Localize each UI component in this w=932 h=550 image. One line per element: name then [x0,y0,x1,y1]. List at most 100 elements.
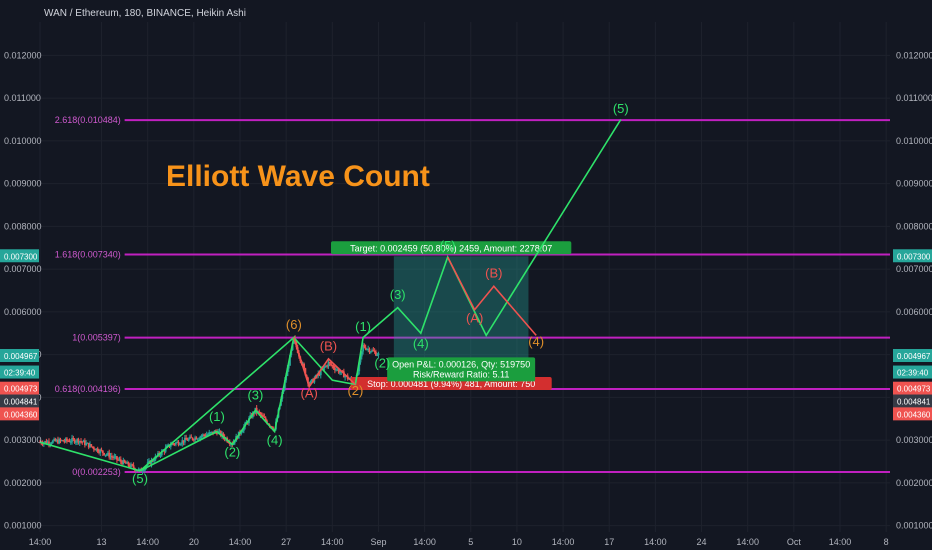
candle-body [85,443,88,446]
candle-body [74,441,77,443]
candle-body [44,441,47,443]
x-tick-label: 8 [884,537,889,547]
candle-body [310,379,313,382]
candle-body [271,426,273,429]
candle-body [139,468,141,470]
position-profit-zone[interactable] [393,256,529,362]
wave-label: (5) [613,101,629,116]
candle-body [335,369,338,371]
candle-body [221,433,223,436]
position-tool[interactable]: Target: 0.002459 (50.80%) 2459, Amount: … [331,241,572,390]
wave-label: (A) [466,311,483,326]
candle-body [210,431,213,433]
candle-body [123,460,126,463]
candle-body [105,454,108,456]
y-tick-label-left: 0.001000 [4,521,42,531]
wave-label: (4) [413,336,429,351]
price-tag-box-left [0,381,39,395]
grid [39,22,890,532]
candle-body [119,459,122,462]
candle-body [303,363,306,369]
y-tick-label-left: 0.003000 [4,435,42,445]
wave-label: (2) [224,444,240,459]
candle-body [71,438,73,442]
y-tick-label-left: 0.008000 [4,221,42,231]
wave-label: (A) [301,385,318,400]
candle-body [128,465,131,468]
candle-body [171,443,173,446]
candle-body [369,351,372,353]
fib-level-label: 1(0.005397) [72,333,121,343]
fib-retracement[interactable]: 2.618(0.010484) 1.618(0.007340) 1(0.005397… [55,115,890,477]
y-tick-label-right: 0.001000 [896,521,932,531]
candle-body [222,433,225,437]
candle-body [205,434,208,436]
x-tick-label: 14:00 [413,537,436,547]
candle-body [109,456,112,458]
candle-body [304,368,307,376]
candle-body [113,456,116,458]
candle-body [54,438,57,442]
candle-body [66,438,68,441]
x-tick-label: 20 [189,537,199,547]
candle-body [178,444,181,446]
wave-label: (3) [390,287,406,302]
elliott-wave-lines[interactable] [39,119,622,472]
axes: 0.001000 0.001000 0.002000 0.002000 0.003000… [0,50,932,547]
x-tick-label: 14:00 [829,537,852,547]
candle-body [187,438,190,441]
candle-body [100,449,103,451]
candle-body [94,449,97,451]
candle-body [344,375,347,378]
candle-body [190,436,193,438]
candle-body [189,436,191,439]
candle-body [48,441,50,445]
candle-body [263,416,266,418]
candle-body [199,436,202,439]
price-tag-box [893,394,932,408]
candle-body [373,351,376,353]
candle-body [368,348,371,353]
price-tag-label: 02:39:40 [897,369,929,378]
candle-body [118,459,121,461]
y-tick-label-right: 0.006000 [896,307,932,317]
wave-path[interactable] [39,335,296,472]
y-tick-label-right: 0.008000 [896,221,932,231]
candle-body [148,460,150,463]
candle-body [55,439,58,442]
position-target-label: Target: 0.002459 (50.80%) 2459, Amount: … [350,243,552,253]
price-tag-box-left [0,407,39,421]
price-tag-box-left [0,365,39,379]
candle-body [176,441,179,443]
candle-body [337,369,340,373]
candle-body [117,459,120,461]
candle-body [90,444,93,447]
candle-body [83,440,86,446]
candle-body [262,415,264,417]
candle-body [77,438,80,443]
x-tick-label: 14:00 [552,537,575,547]
x-tick-label: 14:00 [29,537,52,547]
price-tag-label: 0.004841 [897,398,931,407]
candle-body [228,442,231,445]
candle-body [330,363,332,366]
candle-body [241,430,244,433]
candle-body [51,440,54,444]
candle-body [200,436,203,438]
candle-body [195,437,198,440]
candle-body [41,443,44,445]
price-tag-label: 0.004973 [897,385,931,394]
candle-body [101,450,104,453]
candle-body [173,443,176,445]
candle-body [131,464,134,466]
candle-body [80,441,82,443]
wave-label: (4) [528,334,544,349]
y-tick-label-right: 0.003000 [896,435,932,445]
y-tick-label-right: 0.002000 [896,478,932,488]
wave-path[interactable] [293,337,356,389]
candle-body [309,381,312,386]
fib-level-label: 0(0.002253) [72,467,121,477]
wave-path[interactable] [446,256,537,336]
wave-path[interactable] [293,119,622,386]
